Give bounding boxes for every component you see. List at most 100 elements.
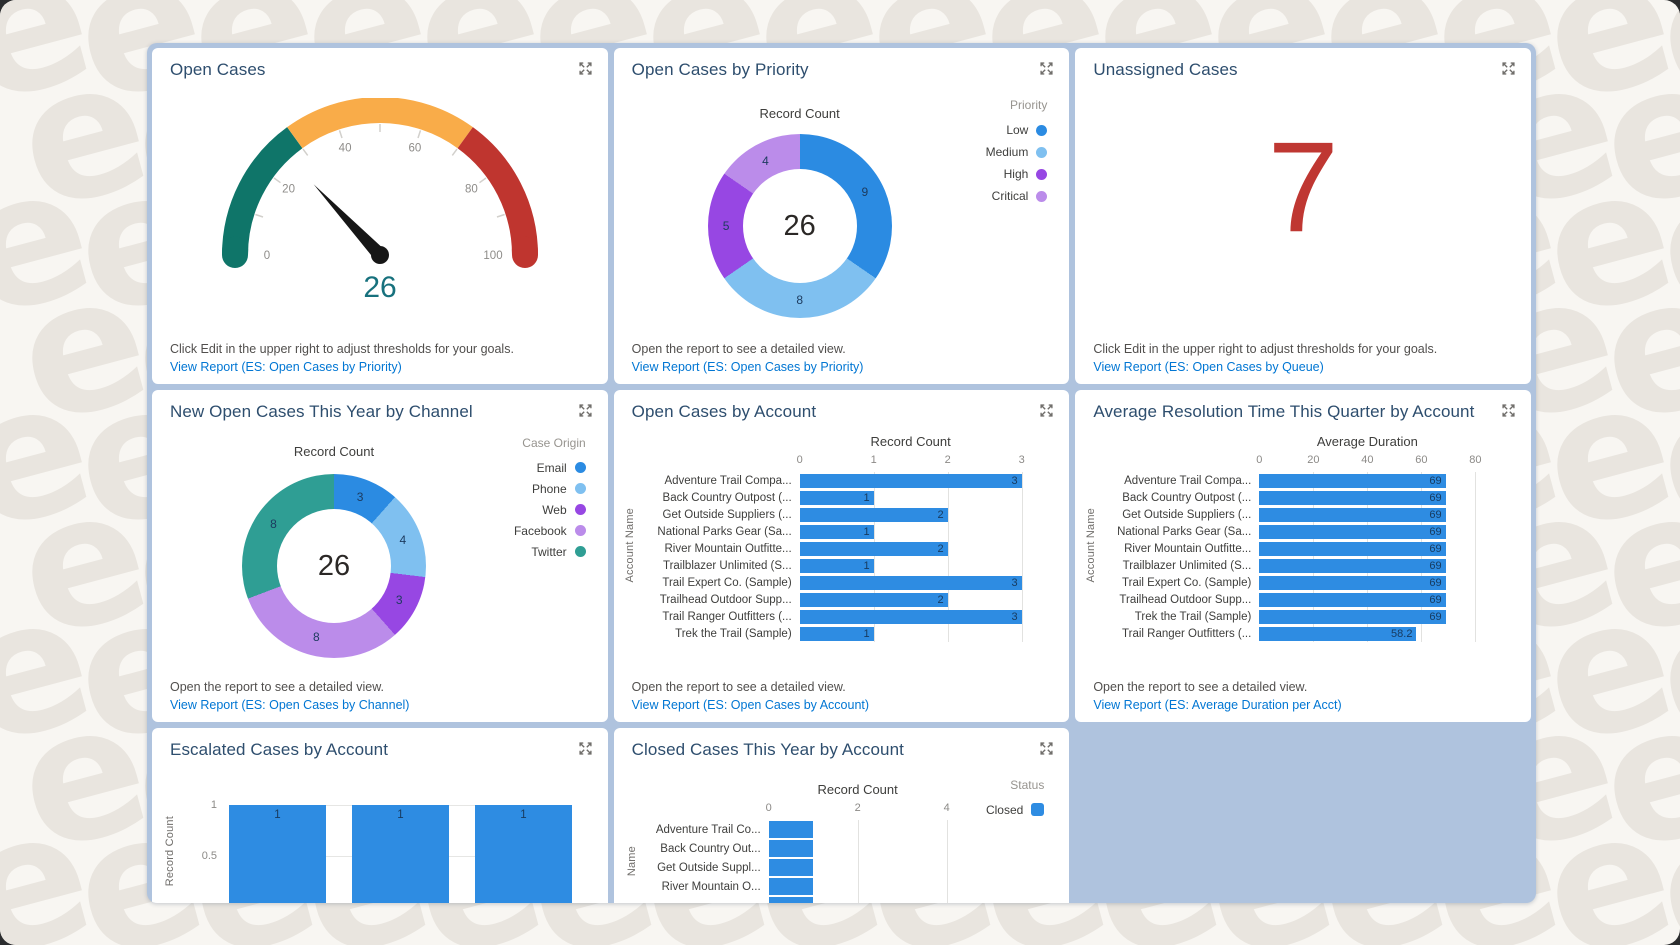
bar[interactable]: 1 <box>229 805 326 903</box>
chart-title: Record Count <box>870 434 951 449</box>
expand-icon[interactable] <box>1038 740 1055 757</box>
watermark-letter: e <box>0 659 169 894</box>
bar-row <box>640 896 947 903</box>
view-report-link[interactable]: View Report (ES: Open Cases by Account) <box>631 697 870 712</box>
bar-value: 69 <box>1429 542 1442 555</box>
bar-value: 69 <box>1429 610 1442 623</box>
bar[interactable] <box>768 859 814 876</box>
x-tick-label: 0 <box>765 802 772 814</box>
bar[interactable]: 69 <box>1259 541 1446 556</box>
view-report-link[interactable]: View Report (ES: Open Cases by Priority) <box>631 359 864 374</box>
donut-chart[interactable]: 26 9 8 5 4 <box>707 134 892 318</box>
bar[interactable]: 1 <box>799 490 874 505</box>
category-label: Adventure Trail Co... <box>655 823 761 836</box>
gauge-tick <box>338 130 343 139</box>
bar[interactable]: 2 <box>799 592 948 607</box>
category-label: National Parks Gear (Sa... <box>657 525 792 538</box>
bar[interactable]: 1 <box>799 558 874 573</box>
bar[interactable]: 1 <box>799 626 874 641</box>
legend-item: Medium <box>986 141 1048 163</box>
bar-value: 69 <box>1429 491 1442 504</box>
donut-segment-value: 3 <box>395 593 403 608</box>
donut-chart[interactable]: 26 3 4 3 8 8 <box>242 474 426 658</box>
bar[interactable]: 69 <box>1259 558 1446 573</box>
watermark-letter: e <box>1634 338 1680 573</box>
view-report-link[interactable]: View Report (ES: Open Cases by Priority) <box>170 359 402 374</box>
bar[interactable]: 2 <box>799 541 948 556</box>
bar-rows: Adventure Trail Co... Back Country Out...… <box>640 820 948 903</box>
legend-label: Email <box>536 460 567 475</box>
legend-item: High <box>986 163 1048 185</box>
bar[interactable]: 3 <box>799 609 1022 624</box>
bar[interactable]: 69 <box>1259 592 1446 607</box>
legend-label: Low <box>1006 123 1029 137</box>
expand-icon[interactable] <box>1500 60 1517 77</box>
bar-value: 1 <box>863 627 870 640</box>
gridline <box>857 820 859 903</box>
watermark-letter: e <box>1578 659 1680 894</box>
gridline <box>1421 472 1423 642</box>
bar-track <box>768 878 947 895</box>
legend-item: Web <box>514 499 586 520</box>
bar-row: Trail Expert Co. (Sample) 69 <box>1101 574 1475 591</box>
legend-label: Twitter <box>531 544 567 559</box>
card-footer: Open the report to see a detailed view. … <box>632 678 1056 714</box>
chart-legend: Status Closed <box>986 778 1045 820</box>
watermark-letter: e <box>0 338 112 573</box>
gauge-needle <box>313 184 386 260</box>
bar[interactable]: 69 <box>1259 609 1446 624</box>
bar[interactable]: 1 <box>475 805 572 903</box>
y-tick-label: 0.5 <box>201 850 217 862</box>
bar[interactable]: 1 <box>352 805 449 903</box>
view-report-link[interactable]: View Report (ES: Open Cases by Channel) <box>170 697 410 712</box>
expand-icon[interactable] <box>577 60 594 77</box>
expand-icon[interactable] <box>577 402 594 419</box>
gauge-segment <box>457 127 538 256</box>
bar[interactable]: 3 <box>799 575 1022 590</box>
legend-item: Email <box>514 457 586 478</box>
legend-label: Web <box>542 502 567 517</box>
category-label: Trail Ranger Outfitters (... <box>662 610 792 623</box>
bar[interactable]: 2 <box>799 507 948 522</box>
horizontal-bar-chart: Record Count 0 2 4 Adventure Trail Co... Bac… <box>640 782 950 903</box>
bar[interactable] <box>768 840 814 857</box>
bar-row: Adventure Trail Compa... 3 <box>640 472 1022 489</box>
card-average-resolution-time: Average Resolution Time This Quarter by … <box>1075 390 1531 722</box>
bar-track: 58.2 <box>1259 626 1475 641</box>
legend-item: Closed <box>986 799 1045 820</box>
gauge-chart[interactable]: 0 20 40 60 80 100 26 <box>215 97 545 338</box>
bar-row: Back Country Outpost (... 1 <box>640 489 1022 506</box>
bar-row: Trail Expert Co. (Sample) 3 <box>640 574 1022 591</box>
bar[interactable]: 69 <box>1259 507 1446 522</box>
expand-icon[interactable] <box>1038 402 1055 419</box>
view-report-link[interactable]: View Report (ES: Average Duration per Ac… <box>1093 697 1342 712</box>
bar[interactable] <box>768 897 814 903</box>
watermark-letter: e <box>0 552 112 787</box>
y-axis-label: Record Count <box>164 816 176 887</box>
bar-row: Adventure Trail Compa... 69 <box>1101 472 1475 489</box>
bar[interactable]: 69 <box>1259 575 1446 590</box>
bar[interactable]: 1 <box>799 524 874 539</box>
watermark-letter: e <box>1634 766 1680 945</box>
bar-track: 2 <box>799 541 1022 556</box>
watermark-letter: e <box>1521 766 1680 945</box>
bar[interactable]: 3 <box>799 473 1022 488</box>
bar[interactable] <box>768 878 814 895</box>
gauge-tick <box>479 177 487 184</box>
legend-label: High <box>1003 167 1029 181</box>
horizontal-bar-chart: Average Duration 0 20 40 60 80 Adventure Trai… <box>1101 434 1481 642</box>
card-footer: Open the report to see a detailed view. … <box>1093 678 1517 714</box>
bar-row: Trailhead Outdoor Supp... 69 <box>1101 591 1475 608</box>
bar[interactable]: 69 <box>1259 524 1446 539</box>
view-report-link[interactable]: View Report (ES: Open Cases by Queue) <box>1093 359 1324 374</box>
bar[interactable]: 58.2 <box>1259 626 1417 641</box>
category-label: River Mountain O... <box>661 880 761 893</box>
y-tick-label: 1 <box>210 799 217 811</box>
bar[interactable]: 69 <box>1259 473 1446 488</box>
bar[interactable] <box>768 821 814 838</box>
expand-icon[interactable] <box>1038 60 1055 77</box>
expand-icon[interactable] <box>577 740 594 757</box>
gauge-tick <box>302 148 309 156</box>
bar[interactable]: 69 <box>1259 490 1446 505</box>
expand-icon[interactable] <box>1500 402 1517 419</box>
